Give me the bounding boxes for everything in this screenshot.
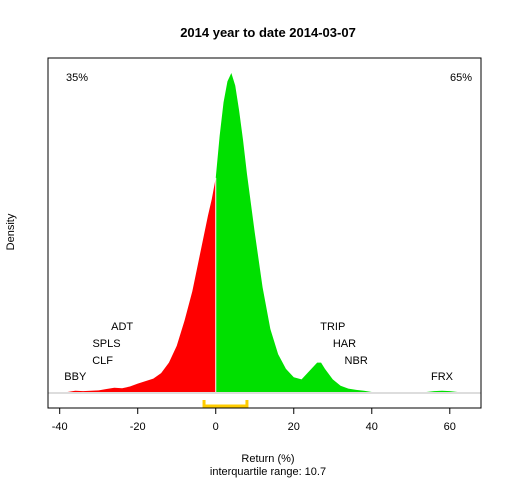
x-tick-label: 20 [288,421,300,433]
y-axis-label: Density [5,213,17,250]
iqr-bracket [202,400,249,408]
ticker-label-har: HAR [333,338,356,350]
ticker-label-bby: BBY [64,371,87,383]
chart-subtitle: interquartile range: 10.7 [210,466,326,478]
positive-density-area [215,73,372,392]
x-tick-label: 0 [213,421,219,433]
ticker-label-trip: TRIP [320,321,345,333]
positive-percent-label: 65% [450,72,472,84]
negative-density-area [67,177,216,392]
x-tick-label: 60 [444,421,456,433]
density-layer [48,73,481,408]
ticker-label-frx: FRX [431,371,454,383]
ticker-label-adt: ADT [111,321,133,333]
x-tick-label: 40 [366,421,378,433]
chart-title: 2014 year to date 2014-03-07 [180,25,356,40]
ticker-label-clf: CLF [92,355,113,367]
x-axis-label: Return (%) [241,453,294,465]
x-tick-label: -20 [130,421,146,433]
x-axis: -40 -20 0 20 40 60 [52,407,456,433]
positive-density-area-tail [426,390,458,392]
ticker-layer: BBY CLF SPLS ADT TRIP HAR NBR FRX [64,321,453,383]
negative-percent-label: 35% [66,72,88,84]
x-tick-label: -40 [52,421,68,433]
ticker-label-spls: SPLS [92,338,120,350]
ticker-label-nbr: NBR [345,355,368,367]
